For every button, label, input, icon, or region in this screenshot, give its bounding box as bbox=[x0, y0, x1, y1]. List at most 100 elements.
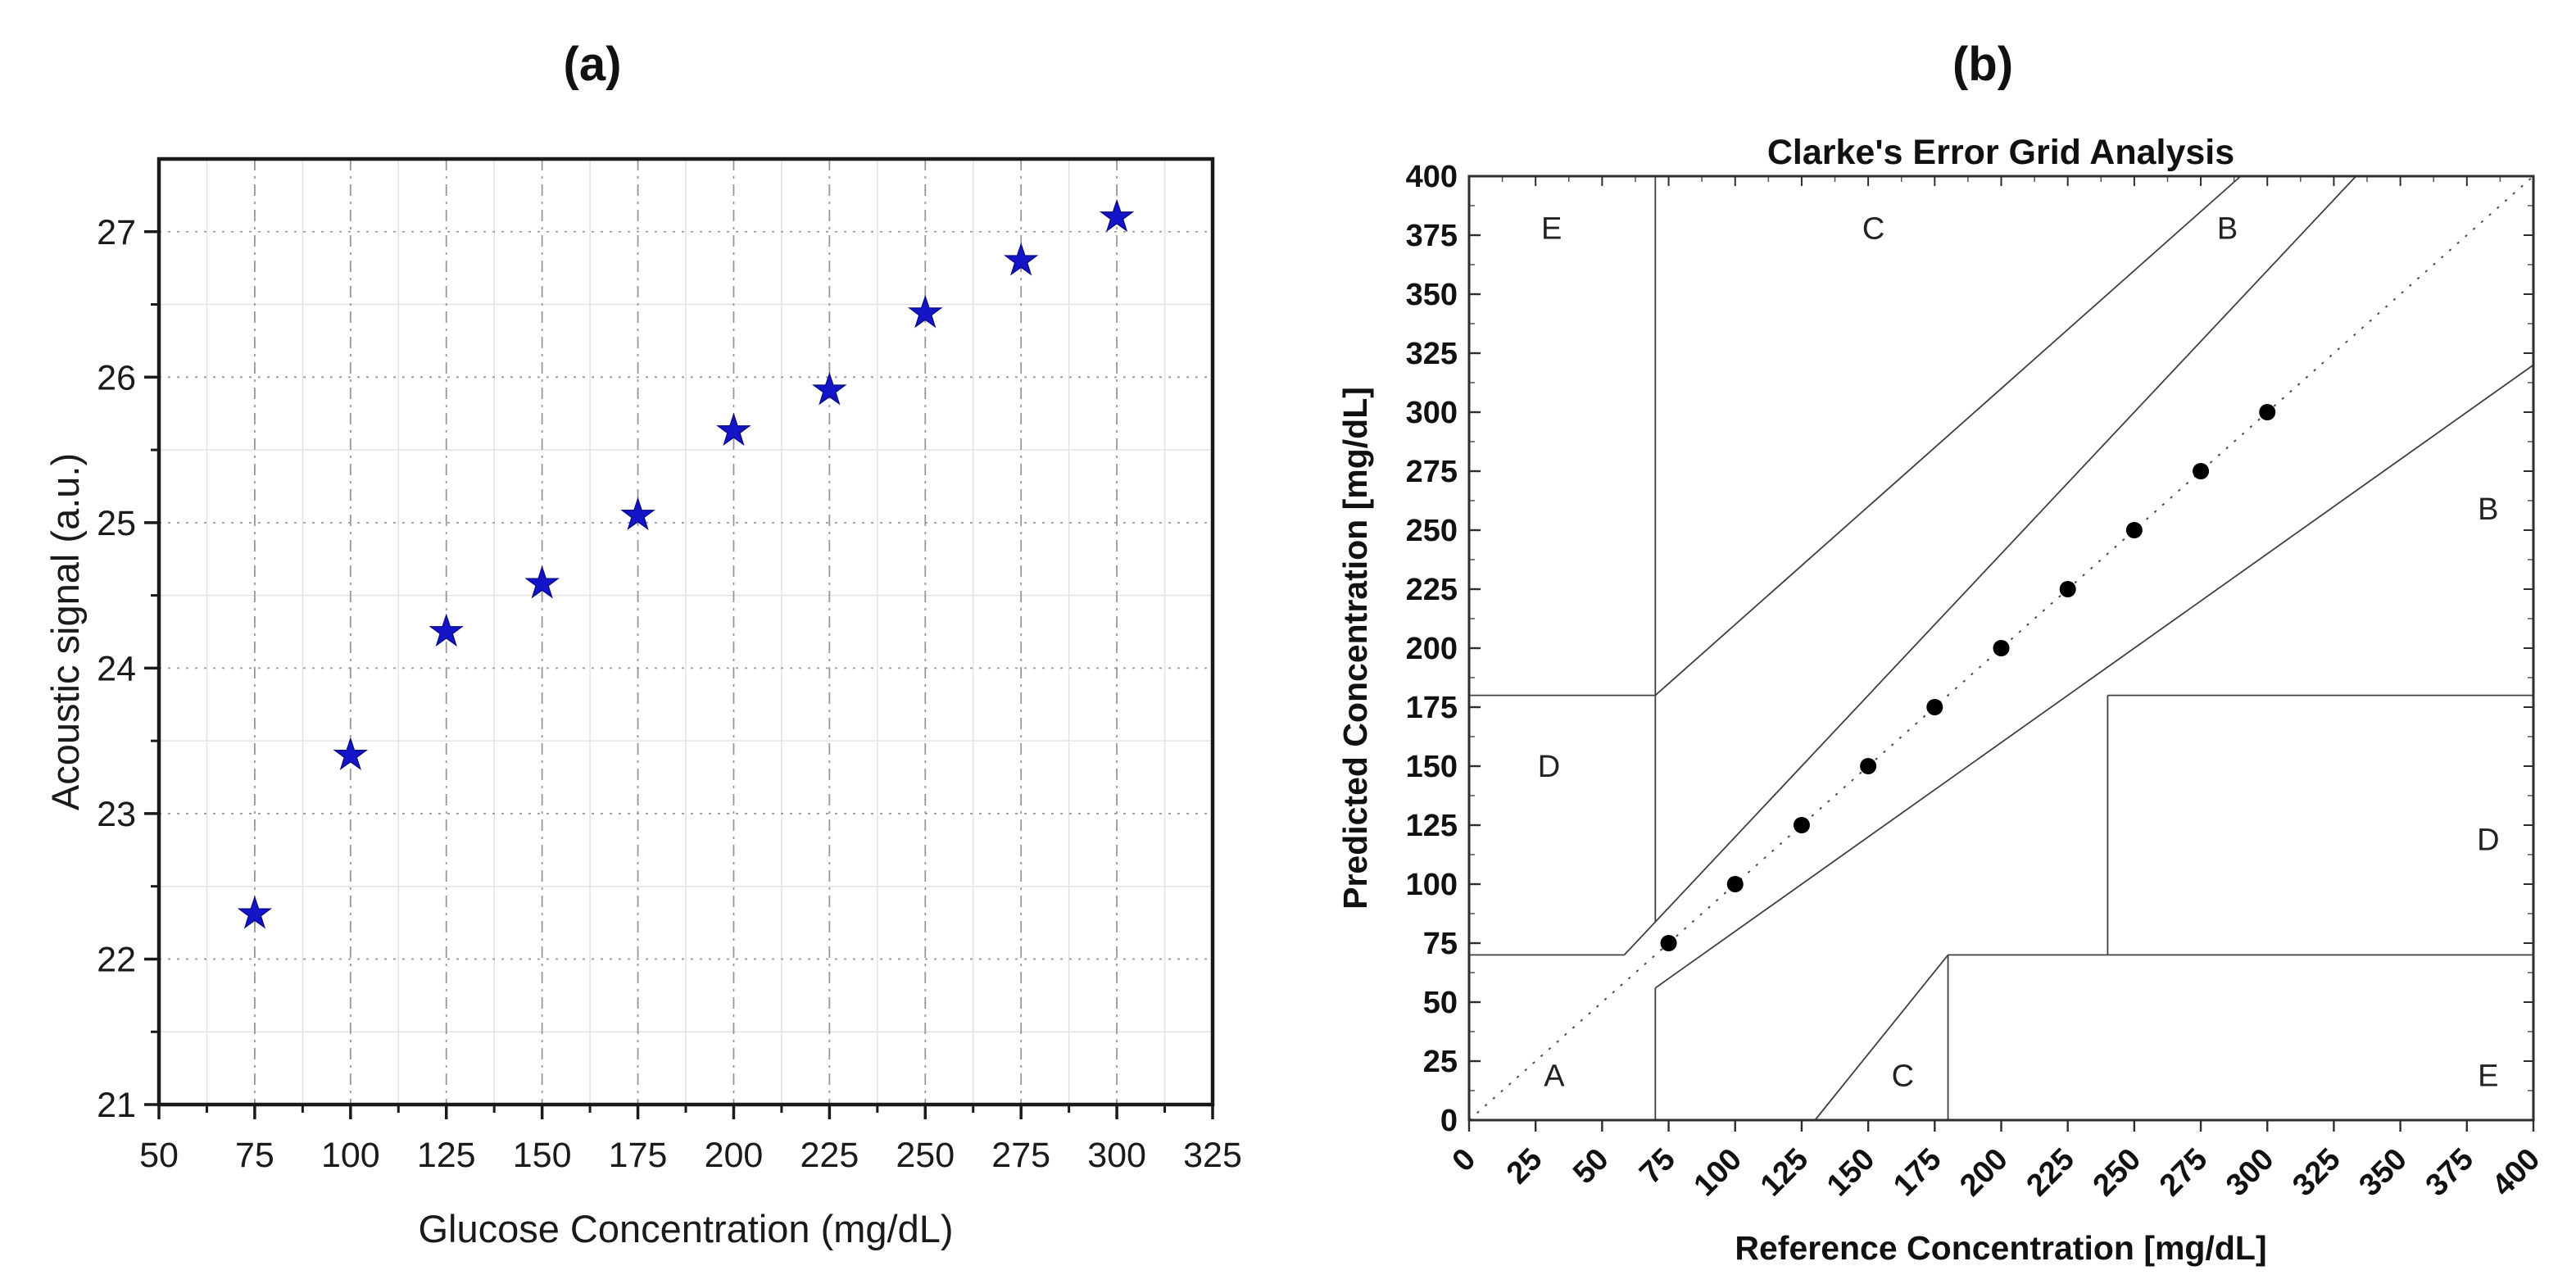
zone-label-d: D bbox=[1538, 750, 1560, 784]
data-point-star bbox=[620, 497, 655, 531]
x-tick-label: 300 bbox=[1087, 1136, 1146, 1175]
x-tick-label: 125 bbox=[417, 1136, 476, 1175]
x-tick-label: 175 bbox=[1887, 1142, 1948, 1204]
panel-label-b: (b) bbox=[1952, 38, 2013, 91]
x-tick-label: 350 bbox=[2352, 1142, 2414, 1204]
data-point-dot bbox=[1926, 699, 1943, 715]
data-point-dot bbox=[1726, 876, 1744, 892]
plot-border bbox=[1467, 175, 2535, 1122]
y-tick-label: 75 bbox=[1423, 927, 1458, 961]
y-tick-label: 400 bbox=[1406, 160, 1458, 194]
y-tick-label: 0 bbox=[1440, 1104, 1458, 1138]
x-tick-label: 375 bbox=[2420, 1142, 2481, 1204]
x-tick-label: 75 bbox=[235, 1136, 274, 1175]
x-tick-label: 125 bbox=[1754, 1142, 1816, 1204]
x-tick-label: 75 bbox=[1633, 1142, 1682, 1191]
data-point-star bbox=[333, 737, 369, 771]
y-tick-label: 100 bbox=[1406, 868, 1458, 902]
acoustic-plot-area: 50 75 100 125 150 175 200 225 250 275 300 325 21 22 23… bbox=[97, 157, 1242, 1175]
y-tick-label: 21 bbox=[97, 1086, 136, 1125]
zone-label-d: D bbox=[2477, 823, 2499, 857]
data-point-star bbox=[812, 371, 847, 406]
y-tick-label: 24 bbox=[97, 649, 136, 688]
data-point-dot bbox=[1660, 935, 1677, 951]
y-tick-label: 275 bbox=[1406, 455, 1458, 489]
y-tick-label: 22 bbox=[97, 940, 136, 979]
data-point-dot bbox=[2259, 404, 2276, 420]
x-tick-label: 150 bbox=[513, 1136, 572, 1175]
y-tick-label: 26 bbox=[97, 358, 136, 397]
data-point-star bbox=[237, 896, 273, 929]
x-tick-label: 175 bbox=[609, 1136, 668, 1175]
x-tick-label: 400 bbox=[2486, 1142, 2547, 1204]
a-yaxis-title: Acoustic signal (a.u.) bbox=[43, 453, 87, 810]
data-point-dot bbox=[2193, 463, 2210, 479]
x-tick-label: 275 bbox=[991, 1136, 1050, 1175]
zone-label-b: B bbox=[2217, 211, 2238, 246]
x-tick-label: 200 bbox=[705, 1136, 764, 1175]
x-tick-label: 100 bbox=[321, 1136, 380, 1175]
y-tick-label: 25 bbox=[97, 504, 136, 543]
zone-boundary-line bbox=[1654, 364, 2534, 989]
zone-label-b: B bbox=[2478, 492, 2498, 527]
x-tick-label: 250 bbox=[896, 1136, 955, 1175]
y-tick-label: 150 bbox=[1406, 750, 1458, 784]
x-tick-label: 25 bbox=[1500, 1142, 1549, 1191]
x-tick-label: 200 bbox=[1953, 1142, 2015, 1204]
y-tick-label: 25 bbox=[1423, 1045, 1458, 1079]
x-tick-label: 325 bbox=[1183, 1136, 1242, 1175]
x-tick-label: 50 bbox=[1567, 1142, 1616, 1191]
data-point-dot bbox=[2059, 581, 2076, 597]
acoustic-signal-chart: 50 75 100 125 150 175 200 225 250 275 300 325 21 22 23… bbox=[43, 38, 1242, 1250]
y-tick-label: 350 bbox=[1406, 278, 1458, 312]
x-tick-label: 0 bbox=[1446, 1142, 1483, 1179]
b-xaxis-title: Reference Concentration [mg/dL] bbox=[1735, 1229, 2266, 1267]
data-point-dot bbox=[1860, 758, 1877, 774]
x-tick-label: 250 bbox=[2087, 1142, 2148, 1204]
panel-label-a: (a) bbox=[564, 38, 622, 91]
data-point-star bbox=[908, 294, 943, 329]
b-yaxis-title: Predicted Concentration [mg/dL] bbox=[1336, 387, 1374, 910]
y-tick-label: 325 bbox=[1406, 337, 1458, 371]
x-tick-label: 225 bbox=[2020, 1142, 2082, 1204]
data-point-dot bbox=[1993, 640, 2010, 656]
zone-label-e: E bbox=[1541, 211, 1562, 246]
y-tick-label: 27 bbox=[97, 213, 136, 252]
zone-boundary-line bbox=[1623, 175, 2357, 956]
plot-border bbox=[156, 157, 1215, 1107]
y-tick-label: 200 bbox=[1406, 632, 1458, 666]
y-tick-label: 125 bbox=[1406, 809, 1458, 843]
data-point-star bbox=[524, 565, 560, 599]
a-xaxis-title: Glucose Concentration (mg/dL) bbox=[418, 1207, 953, 1250]
y-tick-label: 175 bbox=[1406, 691, 1458, 725]
data-point-star bbox=[716, 412, 751, 447]
y-tick-label: 250 bbox=[1406, 514, 1458, 548]
y-tick-label: 23 bbox=[97, 795, 136, 834]
zone-label-c: C bbox=[1862, 211, 1884, 246]
data-point-dot bbox=[2125, 522, 2143, 538]
zone-label-c: C bbox=[1892, 1059, 1914, 1093]
zone-label-a: A bbox=[1544, 1059, 1565, 1093]
data-point-dot bbox=[1793, 817, 1810, 833]
x-tick-label: 275 bbox=[2153, 1142, 2215, 1204]
x-tick-label: 225 bbox=[800, 1136, 859, 1175]
y-tick-label: 300 bbox=[1406, 396, 1458, 430]
zone-boundary-line bbox=[1814, 954, 1949, 1121]
y-tick-label: 375 bbox=[1406, 219, 1458, 253]
data-point-star bbox=[429, 613, 464, 647]
x-tick-label: 325 bbox=[2286, 1142, 2347, 1204]
x-tick-label: 150 bbox=[1821, 1142, 1882, 1204]
zone-label-e: E bbox=[2478, 1059, 2498, 1093]
x-tick-label: 300 bbox=[2220, 1142, 2281, 1204]
data-point-star bbox=[1003, 242, 1039, 276]
y-tick-label: 225 bbox=[1406, 573, 1458, 607]
zone-boundary-line bbox=[1654, 175, 2242, 696]
b-chart-title: Clarke's Error Grid Analysis bbox=[1767, 133, 2234, 172]
x-tick-label: 100 bbox=[1688, 1142, 1749, 1204]
y-tick-label: 50 bbox=[1423, 986, 1458, 1020]
data-point-star bbox=[1099, 198, 1135, 233]
